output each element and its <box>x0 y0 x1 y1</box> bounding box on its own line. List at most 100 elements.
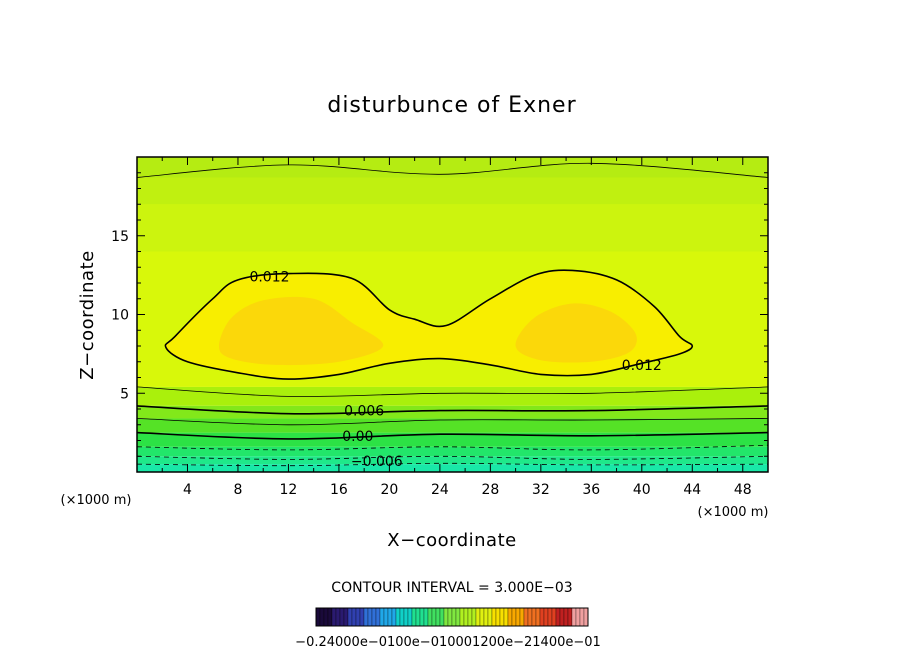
colorbar-swatch-18 <box>387 607 393 627</box>
colorbar-swatch-6 <box>339 607 345 627</box>
colorbar-swatch-27 <box>423 607 429 627</box>
core-fill-1 <box>515 303 637 363</box>
colorbar-swatch-59 <box>551 607 557 627</box>
x-tick-label-12: 12 <box>280 482 298 498</box>
colorbar-swatch-31 <box>439 607 445 627</box>
colorbar-swatch-41 <box>479 607 485 627</box>
x-tick-label-36: 36 <box>582 482 600 498</box>
colorbar-swatch-16 <box>379 607 385 627</box>
fill-band-2 <box>137 446 768 457</box>
contour-line-6 <box>137 386 768 397</box>
colorbar-swatch-1 <box>319 607 325 627</box>
colorbar-swatch-45 <box>495 607 501 627</box>
x-tick-label-44: 44 <box>683 482 701 498</box>
colorbar-swatch-56 <box>539 607 545 627</box>
x-tick-label-20: 20 <box>380 482 398 498</box>
colorbar-swatch-62 <box>563 607 569 627</box>
x-unit-right: (×1000 m) <box>698 505 769 520</box>
contour-label-text-2: 0.006 <box>344 404 384 420</box>
inner-fill <box>165 270 693 380</box>
colorbar-swatch-64 <box>571 607 577 627</box>
colorbar-swatch-33 <box>447 607 453 627</box>
contour-label-text-4: −0.006 <box>351 454 403 470</box>
colorbar-swatch-42 <box>483 607 489 627</box>
colorbar-swatch-8 <box>347 607 353 627</box>
upper-fill-band-0 <box>137 204 768 252</box>
colorbar-swatch-19 <box>391 607 397 627</box>
colorbar-swatch-53 <box>527 607 533 627</box>
colorbar-swatch-51 <box>519 607 525 627</box>
colorbar-swatch-23 <box>407 607 413 627</box>
colorbar-swatch-10 <box>355 607 361 627</box>
colorbar-swatch-39 <box>471 607 477 627</box>
colorbar-swatch-65 <box>575 607 581 627</box>
colorbar-swatch-44 <box>491 607 497 627</box>
colorbar-swatch-5 <box>335 607 341 627</box>
colorbar-swatch-48 <box>507 607 513 627</box>
colorbar-swatch-35 <box>455 607 461 627</box>
contour-label-text-3: 0.00 <box>342 429 373 445</box>
colorbar-swatch-4 <box>331 607 337 627</box>
x-tick-label-4: 4 <box>183 482 192 498</box>
colorbar-swatch-58 <box>547 607 553 627</box>
colorbar-swatch-66 <box>579 607 585 627</box>
colorbar-swatch-46 <box>499 607 505 627</box>
colorbar-swatch-12 <box>363 607 369 627</box>
colorbar-swatch-57 <box>543 607 549 627</box>
colorbar-swatch-38 <box>467 607 473 627</box>
contour-label-3: 0.00 <box>342 429 373 445</box>
colorbar-swatch-11 <box>359 607 365 627</box>
x-tick-label-28: 28 <box>481 482 499 498</box>
fill-band-0 <box>137 464 768 472</box>
colorbar-swatch-50 <box>515 607 521 627</box>
colorbar-swatch-55 <box>535 607 541 627</box>
colorbar-swatch-43 <box>487 607 493 627</box>
contour-line-8 <box>164 269 694 380</box>
colorbar-swatch-15 <box>375 607 381 627</box>
colorbar-swatch-17 <box>383 607 389 627</box>
contour-label-1: 0.012 <box>622 358 662 374</box>
x-axis-ticks: 4 8 12 16 20 24 28 32 36 40 44 48 <box>161 157 752 498</box>
core-fill-0 <box>219 296 384 366</box>
contour-line-0 <box>137 462 768 467</box>
colorbar-swatch-52 <box>523 607 529 627</box>
y-axis-label: Z−coordinate <box>77 250 98 379</box>
colorbar-swatch-7 <box>343 607 349 627</box>
contour-line-2 <box>137 444 768 451</box>
contour-line-3 <box>137 431 768 440</box>
colorbar-swatch-9 <box>351 607 357 627</box>
colorbar-swatch-21 <box>399 607 405 627</box>
colorbar-swatch-36 <box>459 607 465 627</box>
colorbar-swatch-28 <box>427 607 433 627</box>
y-tick-label-10: 10 <box>111 308 129 324</box>
x-tick-label-8: 8 <box>233 482 242 498</box>
contour-line-4 <box>137 418 768 426</box>
y-tick-label-5: 5 <box>120 386 129 402</box>
fill-band-4 <box>137 418 768 433</box>
plot-area: 0.012 0.012 0.006 0.00 −0.006 <box>137 157 768 472</box>
x-tick-label-16: 16 <box>330 482 348 498</box>
colorbar-swatch-54 <box>531 607 537 627</box>
colorbar-swatch-40 <box>475 607 481 627</box>
fill-band-1 <box>137 456 768 465</box>
x-tick-label-32: 32 <box>532 482 550 498</box>
colorbar <box>315 607 589 627</box>
colorbar-swatch-47 <box>503 607 509 627</box>
contour-line-7 <box>137 162 768 178</box>
colorbar-swatch-24 <box>411 607 417 627</box>
colorbar-swatch-2 <box>323 607 329 627</box>
colorbar-swatch-30 <box>435 607 441 627</box>
colorbar-labels: −0.24000e−0100e−010001200e−21400e−01 <box>295 635 601 650</box>
colorbar-swatch-20 <box>395 607 401 627</box>
contour-label-2: 0.006 <box>344 404 384 420</box>
contour-label-text-0: 0.012 <box>249 270 289 286</box>
contour-line-1 <box>137 455 768 460</box>
x-axis-label: X−coordinate <box>387 530 516 551</box>
upper-fill-band-1 <box>137 177 768 205</box>
colorbar-swatch-63 <box>567 607 573 627</box>
contour-interval: CONTOUR INTERVAL = 3.000E−03 <box>331 580 572 596</box>
colorbar-swatch-13 <box>367 607 373 627</box>
colorbar-swatch-34 <box>451 607 457 627</box>
colorbar-swatch-0 <box>315 607 321 627</box>
